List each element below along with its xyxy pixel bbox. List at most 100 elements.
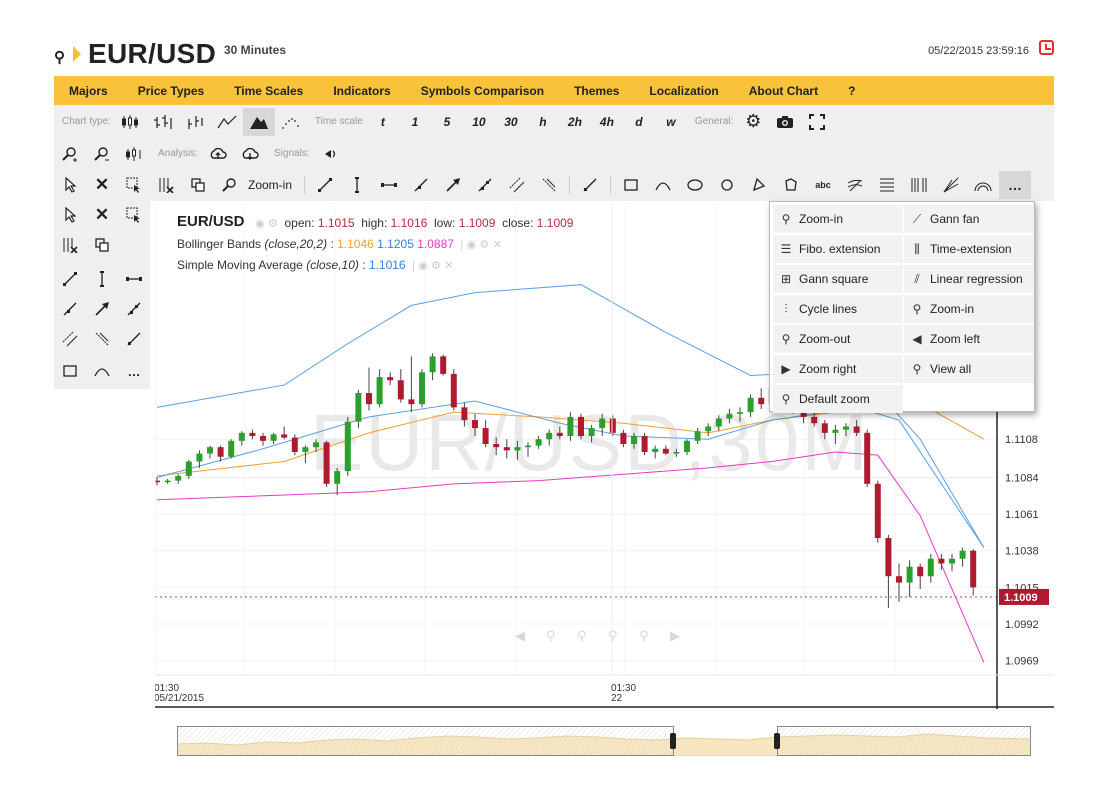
chart-zoom-control-icon[interactable]: ⚲ — [639, 629, 649, 644]
fibo-fan-icon[interactable] — [839, 171, 871, 199]
signal-icon[interactable] — [314, 140, 346, 168]
vertical-line-icon[interactable] — [87, 265, 117, 293]
time-scale-t[interactable]: t — [380, 114, 385, 129]
time-scale-10[interactable]: 10 — [472, 114, 486, 129]
navigator-right-handle[interactable] — [774, 733, 780, 749]
dropdown-item-default-zoom[interactable]: ⚲ Default zoom — [773, 385, 903, 413]
navigator-left-handle[interactable] — [670, 733, 676, 749]
gear-small-icon[interactable]: ⚙ — [479, 239, 490, 251]
time-scale-w[interactable]: w — [666, 114, 676, 129]
dropdown-item-gann-square[interactable]: ⊞ Gann square — [773, 265, 903, 293]
chart-zoom-control-icon[interactable]: ⚲ — [577, 629, 587, 644]
camera-icon[interactable] — [769, 108, 801, 136]
clock-icon[interactable] — [1039, 40, 1054, 55]
dropdown-item-view-all[interactable]: ⚲ View all — [904, 355, 1034, 383]
delete-x-icon[interactable]: ✕ — [94, 175, 110, 194]
more-tools-button[interactable]: … — [127, 363, 141, 379]
menu-item-localization[interactable]: Localization — [649, 83, 719, 98]
dropdown-item-zoom-in[interactable]: ⚲ Zoom-in — [773, 205, 903, 233]
time-scale-h[interactable]: h — [539, 114, 547, 129]
search-icon[interactable]: ⚲ — [54, 49, 65, 66]
dropdown-item-cycle-lines[interactable]: ⫶ Cycle lines — [773, 295, 903, 323]
chart-zoom-control-icon[interactable]: ◀ — [515, 629, 525, 644]
chart-zoom-control-icon[interactable]: ⚲ — [546, 629, 556, 644]
ray-line-icon[interactable] — [55, 295, 85, 323]
clone-icon[interactable] — [87, 231, 117, 259]
upload-analysis-icon[interactable] — [202, 140, 234, 168]
menu-item-indicators[interactable]: Indicators — [333, 83, 391, 98]
menu-item-help[interactable]: ? — [848, 83, 856, 98]
remove-icon[interactable]: ✕ — [444, 260, 454, 272]
delete-all-icon[interactable] — [55, 231, 85, 259]
arrow-line-icon[interactable] — [437, 171, 469, 199]
fibo-line-icon[interactable] — [119, 325, 149, 353]
parallel-channel-icon[interactable] — [501, 171, 533, 199]
dropdown-item-zoom-left[interactable]: ◀ Zoom left — [904, 325, 1034, 353]
candle-tools-icon[interactable] — [118, 140, 150, 168]
zoom-out-tool-icon[interactable] — [86, 140, 118, 168]
trend-line-icon[interactable] — [309, 171, 341, 199]
fibo-line-icon[interactable] — [574, 171, 606, 199]
arc-icon[interactable] — [647, 171, 679, 199]
eye-icon[interactable]: ◉ — [255, 218, 265, 230]
circle-icon[interactable] — [711, 171, 743, 199]
menu-item-time-scales[interactable]: Time Scales — [234, 83, 304, 98]
dots-chart-icon[interactable] — [275, 108, 307, 136]
rectangle-icon[interactable] — [615, 171, 647, 199]
ohlc-chart-icon[interactable] — [147, 108, 179, 136]
clone-icon[interactable] — [182, 171, 214, 199]
zoom-in-tool-icon[interactable] — [54, 140, 86, 168]
fibo-retracement-icon[interactable] — [871, 171, 903, 199]
select-arrow-icon[interactable] — [54, 171, 86, 199]
time-scale-5[interactable]: 5 — [443, 114, 451, 129]
download-analysis-icon[interactable] — [234, 140, 266, 168]
gear-icon[interactable]: ⚙ — [745, 111, 762, 131]
andrews-pitchfork-icon[interactable] — [87, 325, 117, 353]
time-scale-4h[interactable]: 4h — [599, 114, 614, 129]
candlestick-chart-icon[interactable] — [115, 108, 147, 136]
time-scale-2h[interactable]: 2h — [567, 114, 582, 129]
chart-zoom-control-icon[interactable]: ⚲ — [608, 629, 618, 644]
remove-icon[interactable]: ✕ — [492, 239, 502, 251]
horizontal-line-icon[interactable] — [119, 265, 149, 293]
dropdown-item-zoom-right[interactable]: ▶ Zoom right — [773, 355, 903, 383]
chart-zoom-control-icon[interactable]: ▶ — [670, 629, 680, 644]
menu-item-price-types[interactable]: Price Types — [137, 83, 205, 98]
gear-small-icon[interactable]: ⚙ — [431, 260, 442, 272]
ellipse-icon[interactable] — [679, 171, 711, 199]
fibo-arcs-icon[interactable] — [967, 171, 999, 199]
line-chart-icon[interactable] — [211, 108, 243, 136]
parallel-channel-icon[interactable] — [55, 325, 85, 353]
zoom-in-label[interactable]: Zoom-in — [248, 178, 293, 192]
polygon-icon[interactable] — [775, 171, 807, 199]
menu-item-symbols-comparison[interactable]: Symbols Comparison — [420, 83, 545, 98]
more-tools-button[interactable]: … — [999, 171, 1032, 199]
fullscreen-icon[interactable] — [801, 108, 833, 136]
menu-item-about-chart[interactable]: About Chart — [748, 83, 819, 98]
vertical-line-icon[interactable] — [341, 171, 373, 199]
delete-x-icon[interactable]: ✕ — [94, 205, 110, 224]
rectangle-icon[interactable] — [55, 357, 85, 385]
delete-all-icon[interactable] — [150, 171, 182, 199]
dropdown-item-time-extension[interactable]: ⫼ Time-extension — [904, 235, 1034, 263]
trend-line-icon[interactable] — [55, 265, 85, 293]
extended-line-icon[interactable] — [469, 171, 501, 199]
select-area-icon[interactable] — [119, 201, 149, 229]
speed-lines-icon[interactable] — [935, 171, 967, 199]
arrow-line-icon[interactable] — [87, 295, 117, 323]
menu-item-themes[interactable]: Themes — [574, 83, 620, 98]
mountain-chart-icon[interactable] — [242, 107, 275, 136]
text-abc-icon[interactable]: abc — [815, 180, 831, 190]
hlc-chart-icon[interactable] — [179, 108, 211, 136]
horizontal-line-icon[interactable] — [373, 171, 405, 199]
eye-icon[interactable]: ◉ — [418, 260, 428, 272]
extended-line-icon[interactable] — [119, 295, 149, 323]
select-area-icon[interactable] — [118, 171, 150, 199]
select-arrow-icon[interactable] — [55, 201, 85, 229]
dropdown-item-gann-fan[interactable]: ⟋ Gann fan — [904, 205, 1034, 233]
time-scale-1[interactable]: 1 — [411, 114, 419, 129]
gear-small-icon[interactable]: ⚙ — [267, 218, 278, 230]
andrews-pitchfork-icon[interactable] — [533, 171, 565, 199]
dropdown-item-fibo-extension[interactable]: ☰ Fibo. extension — [773, 235, 903, 263]
symbol-selector-arrow-icon[interactable] — [73, 46, 81, 62]
